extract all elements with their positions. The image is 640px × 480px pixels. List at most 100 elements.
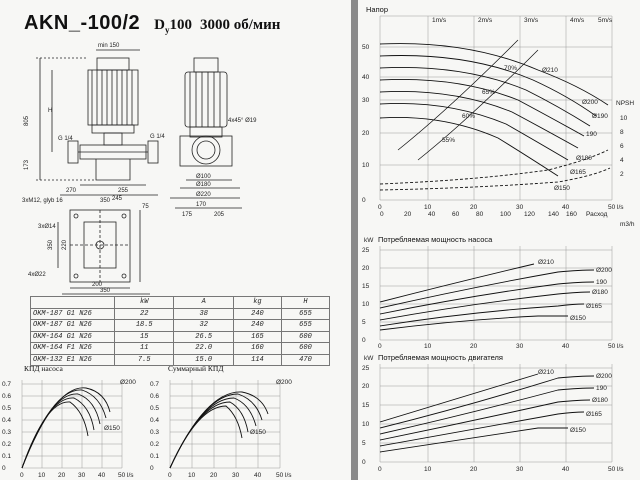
y-tick: 25 — [362, 365, 370, 372]
rated-speed: 3000 об/мин — [200, 17, 281, 33]
curve-label: Ø200 — [596, 373, 612, 380]
curve-label: Ø190 — [592, 113, 608, 120]
motor-table: kW A kg H OKM-187 G1 N26 22 38 240 655 O… — [30, 296, 331, 366]
table-cell: 655 — [280, 319, 331, 332]
y-tick: 0.1 — [2, 453, 11, 460]
table-header-cell — [30, 296, 115, 309]
x-tick: 40 — [562, 204, 570, 211]
x-tick: 50 l/s — [118, 472, 134, 479]
table-cell: 15.0 — [173, 353, 234, 366]
curve-label: 190 — [586, 131, 597, 138]
curve-label: Ø200 — [582, 99, 598, 106]
y-tick: 5 — [362, 440, 366, 447]
efficiency-label: 55% — [442, 137, 455, 144]
dim-label: 350 — [100, 288, 111, 294]
x-tick: 20 — [210, 472, 218, 479]
curve-label: Ø165 — [586, 303, 602, 310]
y-tick: 0.5 — [2, 405, 11, 412]
curve-label: Ø200 — [276, 379, 292, 386]
table-cell: 600 — [280, 330, 331, 343]
npsh-tick: 10 — [620, 115, 628, 122]
y-tick: 0.5 — [150, 405, 159, 412]
x-tick: 30 — [516, 204, 524, 211]
x-tick: 10 — [188, 472, 196, 479]
power-unit: kW — [364, 355, 374, 362]
dim-label: Ø180 — [196, 182, 211, 188]
table-header-cell: kW — [113, 296, 175, 309]
dim-label: H — [48, 108, 52, 114]
motor-power-chart: Потребляемая мощность двигателя kW 0 5 1… — [362, 353, 624, 473]
y-tick: 0 — [362, 459, 366, 466]
x-tick-m3h: 0 — [380, 211, 384, 218]
y-tick: 40 — [362, 74, 370, 81]
page-title: AKN_-100/2 Dy100 3000 об/мин — [24, 12, 280, 35]
efficiency-label: 65% — [482, 89, 495, 96]
datasheet-left-page: AKN_-100/2 Dy100 3000 об/мин — [0, 0, 351, 480]
x-axis-caption: Расход — [586, 211, 608, 218]
y-tick: 0.7 — [150, 381, 159, 388]
pump-power-title: Потребляемая мощность насоса — [378, 235, 493, 244]
y-tick: 0.3 — [2, 429, 11, 436]
y-tick: 0 — [150, 465, 154, 472]
x-tick: 30 — [78, 472, 86, 479]
npsh-tick: 2 — [620, 171, 624, 178]
x-tick: 10 — [424, 343, 432, 350]
pump-power-chart: Потребляемая мощность насоса kW 0 5 10 1… — [362, 235, 624, 350]
power-unit: kW — [364, 237, 374, 244]
y-tick: 0.4 — [2, 417, 11, 424]
y-tick: 0 — [2, 465, 6, 472]
table-cell: 600 — [280, 342, 331, 355]
curve-label: Ø150 — [570, 427, 586, 434]
table-cell: 7.5 — [113, 353, 175, 366]
dim-label: Ø100 — [196, 174, 211, 180]
y-tick: 0 — [362, 337, 366, 344]
table-header-row: kW A kg H — [30, 296, 331, 309]
dim-label: 4xØ22 — [28, 272, 46, 278]
dim-label: 170 — [196, 202, 207, 208]
model-title: AKN_-100/2 — [24, 12, 141, 34]
x-tick-m3h: 80 — [476, 211, 484, 218]
table-cell: 655 — [280, 307, 331, 320]
efficiency-label: 60% — [462, 113, 475, 120]
table-cell: 470 — [280, 353, 331, 366]
table-header-cell: kg — [232, 296, 282, 309]
npsh-tick: 6 — [620, 143, 624, 150]
y-tick: 20 — [362, 130, 370, 137]
table-cell: 165 — [232, 330, 282, 343]
x-tick-m3h: 140 — [548, 211, 559, 218]
x-tick: 40 — [562, 343, 570, 350]
curve-label: Ø210 — [542, 67, 558, 74]
dim-label: min 150 — [98, 43, 120, 49]
y-tick: 10 — [362, 421, 370, 428]
y-tick: 20 — [362, 265, 370, 272]
y-tick: 15 — [362, 283, 370, 290]
x-tick: 30 — [516, 466, 524, 473]
dim-label: 805 — [24, 115, 30, 126]
y-tick: 15 — [362, 402, 370, 409]
efficiency-label: 70% — [504, 65, 517, 72]
y-tick: 5 — [362, 319, 366, 326]
dim-label: Ø220 — [196, 192, 211, 198]
curve-label: Ø150 — [554, 185, 570, 192]
x-tick: 0 — [378, 466, 382, 473]
curve-label: Ø180 — [576, 155, 592, 162]
table-header-cell: H — [280, 296, 331, 309]
velocity-label: 4m/s — [570, 17, 585, 24]
table-cell: 22.0 — [173, 342, 234, 355]
x-tick: 50 l/s — [276, 472, 292, 479]
dim-label: G 1/4 — [150, 134, 165, 140]
head-chart-title: Напор — [366, 5, 388, 14]
datasheet-right-page: Напор 0 10 20 30 40 50 0 10 20 — [358, 0, 640, 480]
y-tick: 0.3 — [150, 429, 159, 436]
x-tick: 0 — [168, 472, 172, 479]
table-cell: 22 — [113, 307, 175, 320]
motor-model: OKM-187 G1 N26 — [30, 319, 115, 332]
table-cell: 15 — [113, 330, 175, 343]
y-tick: 0.6 — [2, 393, 11, 400]
x-tick: 20 — [58, 472, 66, 479]
velocity-label: 3m/s — [524, 17, 539, 24]
dim-label: G 1/4 — [58, 136, 73, 142]
table-cell: 18.5 — [113, 319, 175, 332]
curve-label: Ø165 — [570, 169, 586, 176]
x-tick-m3h: 100 — [500, 211, 511, 218]
